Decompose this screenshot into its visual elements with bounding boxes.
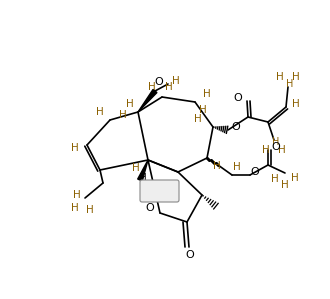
Text: O: O (155, 77, 163, 87)
Text: H: H (233, 162, 241, 172)
Text: H: H (286, 79, 294, 89)
Text: O: O (232, 122, 240, 132)
Text: H: H (276, 72, 284, 82)
Text: H: H (278, 145, 286, 155)
Text: H: H (172, 76, 180, 86)
Text: H: H (73, 190, 81, 200)
Text: O: O (234, 93, 242, 103)
Polygon shape (138, 89, 157, 112)
Text: H: H (271, 174, 279, 184)
Text: H: H (132, 163, 140, 173)
Text: H: H (194, 114, 202, 124)
Text: H: H (148, 82, 156, 92)
Text: H: H (71, 203, 79, 213)
Text: O: O (250, 167, 259, 177)
Text: H: H (119, 110, 127, 120)
Text: H: H (213, 161, 221, 171)
Text: O: O (272, 142, 280, 152)
Text: O: O (146, 203, 154, 213)
Text: H: H (281, 180, 289, 190)
FancyBboxPatch shape (140, 180, 179, 202)
Text: H: H (272, 137, 280, 147)
Text: H: H (96, 107, 104, 117)
Text: H: H (86, 205, 94, 215)
Text: Abs: Abs (151, 186, 169, 196)
Text: H: H (262, 145, 270, 155)
Polygon shape (138, 160, 148, 181)
Text: H: H (126, 99, 134, 109)
Text: H: H (199, 105, 207, 115)
Text: H: H (139, 173, 147, 183)
Text: H: H (71, 143, 79, 153)
Text: H: H (291, 173, 299, 183)
Text: H: H (292, 72, 300, 82)
Text: H: H (203, 89, 211, 99)
Text: H: H (165, 82, 173, 92)
Text: O: O (185, 250, 194, 260)
Text: H: H (292, 99, 300, 109)
